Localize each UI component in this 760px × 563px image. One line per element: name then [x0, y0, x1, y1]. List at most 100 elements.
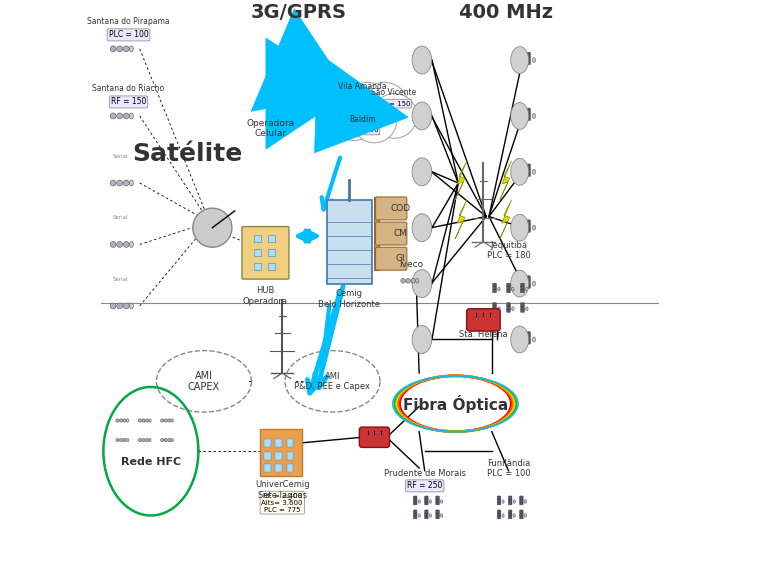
Ellipse shape	[532, 114, 536, 118]
Ellipse shape	[129, 303, 134, 309]
FancyArrowPatch shape	[251, 9, 350, 111]
FancyBboxPatch shape	[526, 336, 530, 340]
FancyBboxPatch shape	[508, 496, 512, 499]
Circle shape	[350, 109, 355, 112]
FancyBboxPatch shape	[507, 306, 511, 309]
FancyBboxPatch shape	[521, 306, 524, 309]
FancyBboxPatch shape	[497, 513, 501, 516]
Ellipse shape	[193, 208, 232, 247]
FancyBboxPatch shape	[425, 510, 428, 513]
Ellipse shape	[129, 242, 134, 247]
FancyBboxPatch shape	[526, 280, 530, 284]
Text: 3G/GPRS: 3G/GPRS	[251, 3, 347, 22]
Text: Vila Amanda: Vila Amanda	[337, 82, 386, 91]
FancyBboxPatch shape	[520, 502, 523, 505]
Circle shape	[116, 419, 119, 422]
Bar	[275, 464, 282, 472]
Text: UniverCemig
Sete lagoas: UniverCemig Sete lagoas	[255, 480, 309, 500]
Circle shape	[160, 419, 164, 422]
Circle shape	[372, 93, 417, 138]
FancyBboxPatch shape	[526, 116, 530, 120]
FancyBboxPatch shape	[497, 496, 501, 499]
Circle shape	[385, 109, 388, 113]
Ellipse shape	[149, 439, 151, 442]
Text: 400 MHz: 400 MHz	[459, 3, 553, 22]
Circle shape	[110, 180, 116, 186]
Bar	[268, 249, 275, 256]
Circle shape	[116, 439, 119, 442]
FancyBboxPatch shape	[435, 502, 439, 505]
Ellipse shape	[513, 500, 515, 503]
Ellipse shape	[441, 500, 442, 503]
FancyBboxPatch shape	[413, 516, 417, 519]
Ellipse shape	[429, 500, 432, 503]
Ellipse shape	[429, 514, 432, 517]
Ellipse shape	[129, 113, 134, 119]
Text: AMI
CAPEX: AMI CAPEX	[188, 370, 220, 392]
Bar	[287, 440, 293, 448]
Ellipse shape	[418, 500, 420, 503]
FancyBboxPatch shape	[520, 499, 523, 502]
Ellipse shape	[532, 337, 536, 342]
FancyBboxPatch shape	[435, 496, 439, 499]
FancyBboxPatch shape	[425, 516, 428, 519]
Ellipse shape	[149, 419, 151, 422]
FancyBboxPatch shape	[413, 510, 417, 513]
Ellipse shape	[532, 281, 536, 286]
Text: RF = 150: RF = 150	[111, 97, 146, 106]
FancyArrowPatch shape	[266, 38, 350, 149]
FancyBboxPatch shape	[327, 200, 372, 284]
FancyBboxPatch shape	[497, 510, 501, 513]
Bar	[255, 249, 261, 256]
Ellipse shape	[416, 279, 419, 283]
FancyBboxPatch shape	[520, 510, 523, 513]
Bar	[268, 263, 275, 270]
Bar	[287, 464, 293, 472]
Ellipse shape	[532, 225, 536, 230]
Circle shape	[142, 419, 145, 422]
FancyBboxPatch shape	[435, 513, 439, 516]
FancyBboxPatch shape	[526, 56, 530, 61]
FancyBboxPatch shape	[435, 499, 439, 502]
FancyBboxPatch shape	[435, 510, 439, 513]
Circle shape	[380, 109, 384, 113]
Circle shape	[110, 113, 116, 119]
Ellipse shape	[511, 47, 529, 73]
Text: Satélite: Satélite	[132, 142, 242, 166]
Ellipse shape	[129, 46, 134, 52]
Ellipse shape	[412, 46, 432, 74]
Text: GI: GI	[396, 254, 406, 263]
Text: Santana do Riacho: Santana do Riacho	[93, 84, 165, 93]
Ellipse shape	[129, 180, 134, 186]
Circle shape	[401, 279, 405, 283]
Circle shape	[406, 279, 410, 283]
Ellipse shape	[511, 307, 514, 311]
FancyBboxPatch shape	[526, 228, 530, 233]
FancyBboxPatch shape	[520, 513, 523, 516]
FancyBboxPatch shape	[526, 220, 530, 224]
FancyBboxPatch shape	[526, 224, 530, 228]
Ellipse shape	[412, 214, 432, 242]
Text: Serial: Serial	[112, 277, 128, 282]
Circle shape	[160, 439, 164, 442]
Text: Rede HFC: Rede HFC	[121, 457, 181, 467]
Ellipse shape	[498, 307, 500, 311]
Ellipse shape	[532, 169, 536, 175]
Circle shape	[117, 46, 122, 52]
Ellipse shape	[502, 514, 504, 517]
Circle shape	[138, 439, 141, 442]
Ellipse shape	[498, 287, 500, 291]
Text: Serial: Serial	[112, 215, 128, 220]
FancyBboxPatch shape	[492, 283, 496, 287]
FancyArrowPatch shape	[315, 53, 408, 153]
FancyBboxPatch shape	[435, 516, 439, 519]
Bar	[275, 452, 282, 459]
Circle shape	[110, 242, 116, 247]
Text: Santana do Pirapama: Santana do Pirapama	[87, 17, 169, 26]
FancyBboxPatch shape	[526, 168, 530, 172]
Text: CM: CM	[394, 229, 407, 238]
Bar	[268, 235, 275, 242]
Ellipse shape	[513, 514, 515, 517]
FancyBboxPatch shape	[497, 516, 501, 519]
Bar	[264, 452, 271, 459]
